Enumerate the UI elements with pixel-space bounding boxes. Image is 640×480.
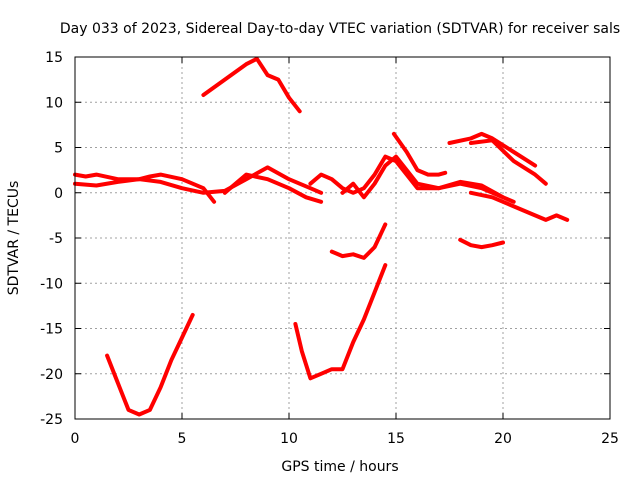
- y-tick-label: -10: [40, 276, 63, 292]
- series-line-s7: [201, 56, 302, 114]
- y-axis-label: SDTVAR / TECUs: [6, 181, 22, 296]
- chart-title: Day 033 of 2023, Sidereal Day-to-day VTE…: [60, 21, 620, 37]
- series-line-s5: [340, 154, 516, 204]
- series-line-s11: [458, 237, 505, 250]
- series-line-s2: [73, 172, 217, 204]
- series-line-s6: [468, 190, 570, 222]
- ticks: 0 5 10 15 20 25 -25 -20 -15 -10 -5 0 5 10 15: [40, 50, 619, 447]
- y-tick-label: 15: [45, 50, 63, 66]
- series-line-s4: [308, 154, 505, 200]
- y-tick-label: 5: [54, 141, 63, 157]
- x-tick-label: 5: [178, 431, 187, 447]
- y-tick-label: -15: [40, 322, 63, 338]
- x-tick-label: 15: [387, 431, 405, 447]
- y-tick-label: 10: [45, 95, 63, 111]
- series-line-s1: [73, 165, 324, 195]
- x-tick-label: 0: [71, 431, 80, 447]
- y-tick-label: 0: [54, 186, 63, 202]
- series-line-s3: [222, 172, 324, 204]
- series-line-s12: [105, 312, 195, 417]
- x-tick-label: 25: [601, 431, 619, 447]
- series-line-s10: [468, 138, 548, 186]
- series-line-s14: [329, 222, 388, 260]
- x-tick-label: 20: [494, 431, 512, 447]
- y-tick-label: -20: [40, 367, 63, 383]
- grid: [75, 57, 610, 419]
- series-line-s9: [447, 131, 538, 168]
- y-tick-label: -25: [40, 412, 63, 428]
- series-line-s13: [293, 263, 388, 381]
- x-tick-label: 10: [280, 431, 298, 447]
- x-axis-label: GPS time / hours: [281, 459, 398, 475]
- y-tick-label: -5: [49, 231, 63, 247]
- series-line-s8: [391, 131, 448, 177]
- series-group: [73, 56, 570, 417]
